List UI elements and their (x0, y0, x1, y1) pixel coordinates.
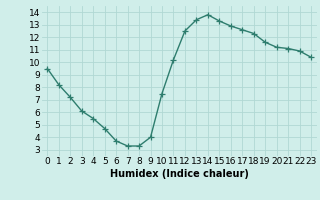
X-axis label: Humidex (Indice chaleur): Humidex (Indice chaleur) (110, 169, 249, 179)
